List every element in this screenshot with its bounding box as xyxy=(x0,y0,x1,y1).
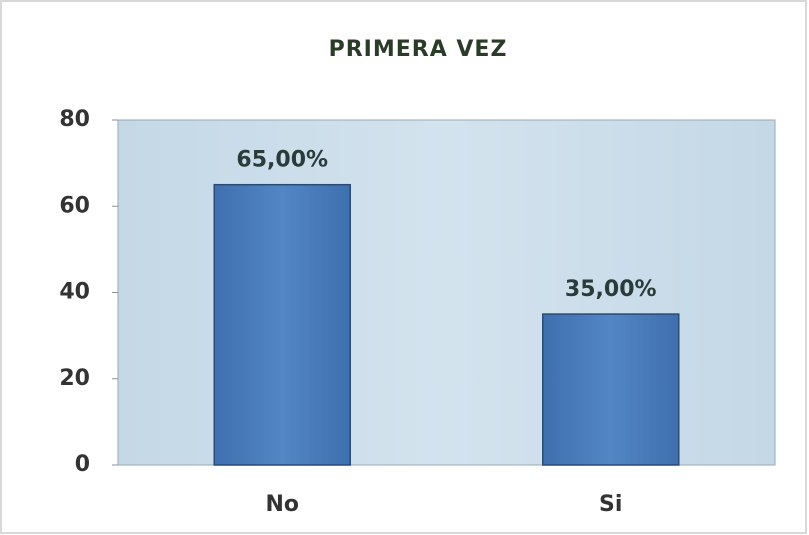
data-label: 65,00% xyxy=(236,148,328,173)
y-tick-label: 60 xyxy=(59,193,90,218)
bar xyxy=(542,313,680,466)
bar xyxy=(213,183,351,466)
data-label: 35,00% xyxy=(565,277,657,302)
x-tick-label: Si xyxy=(599,492,622,517)
y-tick-label: 80 xyxy=(59,107,90,132)
y-tick-label: 0 xyxy=(75,452,90,477)
chart-title: PRIMERA VEZ xyxy=(329,37,508,62)
y-tick-label: 20 xyxy=(59,366,90,391)
x-tick-label: No xyxy=(265,492,299,517)
y-tick-label: 40 xyxy=(59,280,90,305)
